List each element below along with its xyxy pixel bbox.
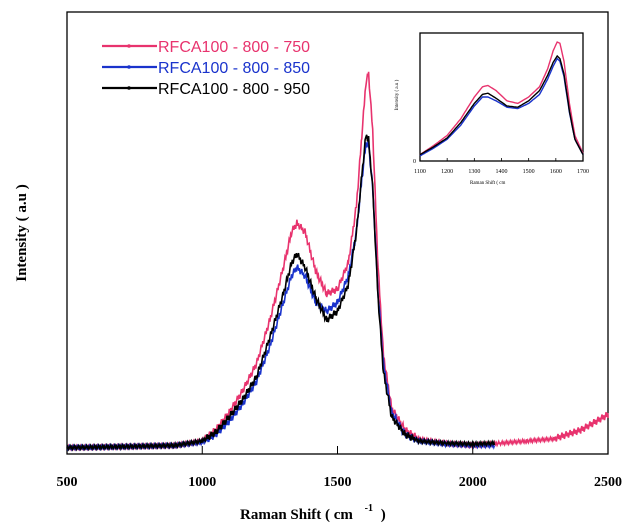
inset-y-ticks: 0 [413, 159, 416, 165]
x-tick-label-2000: 2000 [459, 475, 487, 490]
inset-series-line-1 [419, 41, 584, 156]
legend-label-rfca100-800-950: RFCA100 - 800 - 950 [158, 81, 310, 98]
inset-x-tick-label-1100: 1100 [414, 169, 426, 175]
inset-y-axis-title: Intensity ( a.u ) [395, 79, 400, 110]
inset-x-ticks: 1100 1200 1300 1400 1500 1600 1700 [414, 158, 589, 175]
inset-series-line-2 [419, 57, 584, 157]
inset-y-tick-label-0: 0 [413, 159, 416, 165]
inset-x-tick-label-1700: 1700 [577, 169, 589, 175]
inset-x-tick-label-1600: 1600 [550, 169, 562, 175]
x-axis-title-superscript: -1 [365, 503, 373, 514]
x-axis-title-close: ) [381, 507, 386, 523]
main-series-group [66, 71, 609, 452]
legend: RFCA100 - 800 - 750 RFCA100 - 800 - 850 RF… [102, 39, 310, 98]
legend-marker-rfca100-800-850 [127, 65, 131, 69]
legend-label-rfca100-800-850: RFCA100 - 800 - 850 [158, 60, 310, 77]
legend-label-rfca100-800-750: RFCA100 - 800 - 750 [158, 39, 310, 56]
x-tick-label-500: 500 [57, 475, 78, 490]
series-line-rfca100-800-950 [66, 134, 496, 452]
inset-series-group [419, 41, 584, 157]
inset-x-tick-label-1300: 1300 [468, 169, 480, 175]
x-tick-label-1000: 1000 [188, 475, 216, 490]
x-tick-label-1500: 1500 [324, 475, 352, 490]
series-line-rfca100-800-750 [66, 71, 609, 452]
x-axis-title-main: Raman Shift ( cm [240, 507, 353, 523]
x-axis-ticks: 500 1000 1500 2000 2500 [57, 446, 622, 490]
series-line-rfca100-800-850 [66, 140, 496, 452]
inset-x-tick-label-1400: 1400 [496, 169, 508, 175]
inset-x-tick-label-1500: 1500 [523, 169, 535, 175]
x-axis-title: Raman Shift ( cm -1 ) [240, 499, 386, 523]
inset-series-line-3 [419, 54, 584, 156]
x-tick-label-2500: 2500 [594, 475, 622, 490]
legend-marker-rfca100-800-750 [127, 44, 131, 48]
inset-x-axis-title: Raman Shift ( cm [470, 181, 506, 186]
legend-marker-rfca100-800-950 [127, 86, 131, 90]
inset-chart: 1100 1200 1300 1400 1500 1600 1700 0 Raman Shi… [395, 32, 589, 186]
y-axis-title: Intensity ( a.u ) [14, 184, 30, 282]
plot-frame [66, 11, 609, 455]
inset-x-tick-label-1200: 1200 [441, 169, 453, 175]
